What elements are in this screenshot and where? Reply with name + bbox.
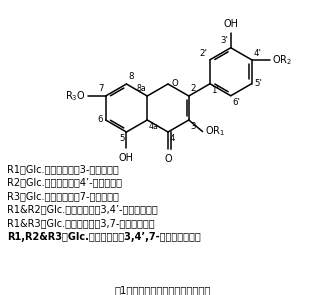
Text: O: O [171, 78, 178, 88]
Text: 8: 8 [128, 72, 134, 81]
Text: 6: 6 [97, 116, 103, 124]
Text: R2＝Glc.；ケルセチン4’-グルコシド: R2＝Glc.；ケルセチン4’-グルコシド [7, 178, 122, 188]
Text: OR$_1$: OR$_1$ [205, 125, 225, 138]
Text: 3': 3' [221, 36, 229, 45]
Text: 3: 3 [191, 122, 196, 131]
Text: O: O [164, 154, 172, 164]
Text: OH: OH [223, 19, 238, 29]
Text: 4: 4 [170, 134, 175, 143]
Text: 6': 6' [233, 98, 241, 107]
Text: R1,R2&R3＝Glc.；ケルセチン3,4’,7-トリグルコシド: R1,R2&R3＝Glc.；ケルセチン3,4’,7-トリグルコシド [7, 232, 201, 242]
Text: R$_3$O: R$_3$O [65, 89, 86, 103]
Text: OR$_2$: OR$_2$ [272, 53, 292, 67]
Text: R1&R3＝Glc.；ケルセチン3,7-ジグルコシド: R1&R3＝Glc.；ケルセチン3,7-ジグルコシド [7, 218, 155, 228]
Text: 4a: 4a [148, 122, 158, 131]
Text: 8a: 8a [137, 84, 146, 93]
Text: R1＝Glc.；ケルセチン3-グルコシド: R1＝Glc.；ケルセチン3-グルコシド [7, 164, 119, 174]
Text: 図1　ケルセチン配糖体の化学構造: 図1 ケルセチン配糖体の化学構造 [115, 285, 211, 295]
Text: 2': 2' [199, 49, 207, 58]
Text: 5': 5' [255, 79, 262, 88]
Text: R3＝Glc.；ケルセチン7-グルコシド: R3＝Glc.；ケルセチン7-グルコシド [7, 191, 119, 201]
Text: 1': 1' [211, 86, 219, 95]
Text: 5: 5 [119, 134, 125, 143]
Text: 7: 7 [98, 84, 104, 93]
Text: 4': 4' [254, 49, 261, 58]
Text: 2: 2 [191, 84, 196, 93]
Text: OH: OH [119, 153, 134, 163]
Text: R1&R2＝Glc.；ケルセチン3,4’-ジグルコシド: R1&R2＝Glc.；ケルセチン3,4’-ジグルコシド [7, 204, 158, 214]
